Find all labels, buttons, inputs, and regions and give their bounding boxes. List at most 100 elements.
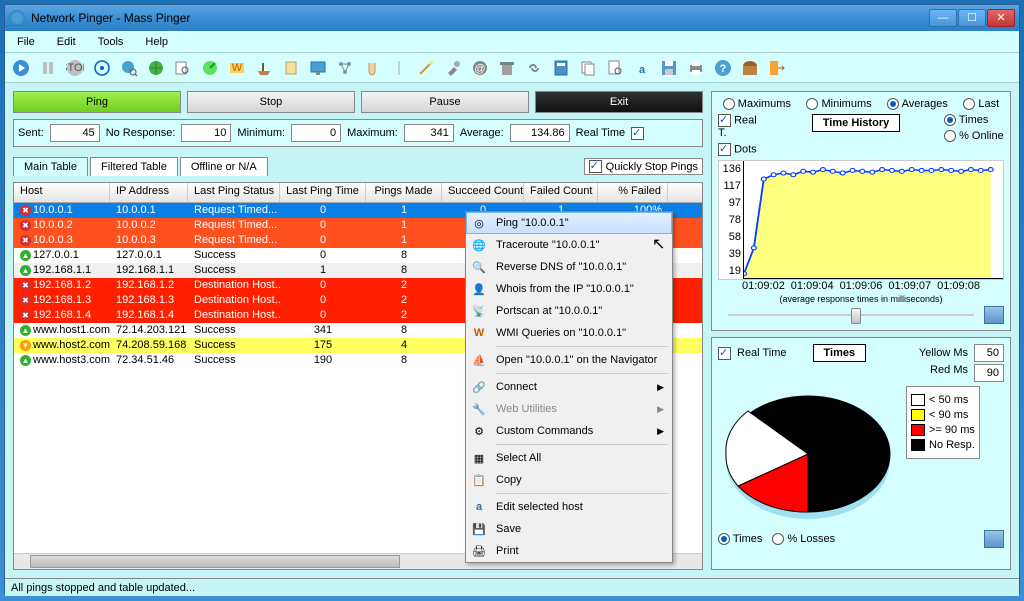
- ctx-print[interactable]: 🖨Print: [466, 540, 672, 562]
- exit-button[interactable]: Exit: [535, 91, 703, 113]
- network-icon[interactable]: [333, 56, 357, 80]
- hscroll-thumb[interactable]: [30, 555, 400, 568]
- ctx-edit[interactable]: aEdit selected host: [466, 496, 672, 518]
- col-made[interactable]: Pings Made: [366, 183, 442, 202]
- radio-online[interactable]: [944, 130, 956, 142]
- col-ip[interactable]: IP Address: [110, 183, 188, 202]
- hand-icon[interactable]: [360, 56, 384, 80]
- tab-filtered[interactable]: Filtered Table: [90, 157, 178, 176]
- time-slider[interactable]: [718, 306, 984, 324]
- at-icon[interactable]: @: [468, 56, 492, 80]
- tab-offline[interactable]: Offline or N/A: [180, 157, 268, 176]
- col-pfail[interactable]: % Failed: [598, 183, 668, 202]
- save-icon[interactable]: [657, 56, 681, 80]
- radio-avg[interactable]: [887, 98, 899, 110]
- avg-value: 134.86: [510, 124, 570, 142]
- ctx-copy[interactable]: 📋Copy: [466, 469, 672, 491]
- ctx-rdns[interactable]: 🔍Reverse DNS of "10.0.0.1": [466, 256, 672, 278]
- pie-legend: < 50 ms< 90 ms>= 90 msNo Resp.: [906, 386, 980, 459]
- ctx-selectall[interactable]: ▦Select All: [466, 447, 672, 469]
- ctx-trace[interactable]: 🌐Traceroute "10.0.0.1": [466, 234, 672, 256]
- col-succ[interactable]: Succeed Count: [442, 183, 524, 202]
- line-chart: 1361179778583919: [718, 160, 1004, 280]
- col-fail[interactable]: Failed Count: [524, 183, 598, 202]
- redms-value[interactable]: 90: [974, 364, 1004, 382]
- find-icon[interactable]: [171, 56, 195, 80]
- wmi-icon[interactable]: W: [225, 56, 249, 80]
- realtime-checkbox[interactable]: [631, 127, 644, 140]
- svg-text:W: W: [232, 62, 243, 74]
- globe-icon[interactable]: [144, 56, 168, 80]
- radio-times[interactable]: [944, 114, 956, 126]
- realt-checkbox[interactable]: [718, 114, 731, 127]
- menu-edit[interactable]: Edit: [53, 34, 80, 50]
- pause-button[interactable]: Pause: [361, 91, 529, 113]
- globe-search-icon[interactable]: [117, 56, 141, 80]
- tab-main[interactable]: Main Table: [13, 157, 88, 176]
- ctx-custom[interactable]: ⚙Custom Commands▶: [466, 420, 672, 442]
- col-status[interactable]: Last Ping Status: [188, 183, 280, 202]
- monitor-icon[interactable]: [306, 56, 330, 80]
- yellowms-value[interactable]: 50: [974, 344, 1004, 362]
- stop-button[interactable]: Stop: [187, 91, 355, 113]
- max-value: 341: [404, 124, 454, 142]
- ctx-connect[interactable]: 🔗Connect▶: [466, 376, 672, 398]
- ship-icon[interactable]: [252, 56, 276, 80]
- menu-file[interactable]: File: [13, 34, 39, 50]
- radio-pie-times[interactable]: [718, 533, 730, 545]
- col-time[interactable]: Last Ping Time: [280, 183, 366, 202]
- stop-icon[interactable]: STOP: [63, 56, 87, 80]
- ctx-save[interactable]: 💾Save: [466, 518, 672, 540]
- quickstop-checkbox[interactable]: [589, 160, 602, 173]
- menu-tools[interactable]: Tools: [94, 34, 128, 50]
- radar-icon[interactable]: [198, 56, 222, 80]
- menu-help[interactable]: Help: [141, 34, 172, 50]
- print-icon[interactable]: [684, 56, 708, 80]
- chart-caption: (average response times in milliseconds): [718, 294, 1004, 304]
- ctx-wmi[interactable]: WWMI Queries on "10.0.0.1": [466, 322, 672, 344]
- print-icon: 🖨: [470, 542, 488, 560]
- calc-icon[interactable]: [549, 56, 573, 80]
- radio-pie-losses[interactable]: [772, 533, 784, 545]
- titlebar[interactable]: Network Pinger - Mass Pinger — ☐ ✕: [5, 5, 1019, 31]
- radio-min[interactable]: [806, 98, 818, 110]
- chest-icon[interactable]: [738, 56, 762, 80]
- avg-label: Average:: [460, 127, 504, 139]
- save-chart-icon[interactable]: [984, 306, 1004, 324]
- pause-icon[interactable]: [36, 56, 60, 80]
- scroll-icon[interactable]: [279, 56, 303, 80]
- dots-checkbox[interactable]: [718, 143, 731, 156]
- svg-text:STOP: STOP: [66, 62, 84, 74]
- radio-last[interactable]: [963, 98, 975, 110]
- wmi-icon: W: [470, 324, 488, 342]
- search-doc-icon[interactable]: [603, 56, 627, 80]
- search-icon: 🔍: [470, 258, 488, 276]
- ctx-ping[interactable]: ◎Ping "10.0.0.1": [466, 212, 672, 234]
- radio-max[interactable]: [723, 98, 735, 110]
- link-icon[interactable]: [522, 56, 546, 80]
- quickstop-box[interactable]: Quickly Stop Pings: [584, 158, 703, 175]
- tool-icon: 🔧: [470, 400, 488, 418]
- toolbar: STOP W @ a ?: [5, 53, 1019, 83]
- copy-icon[interactable]: [576, 56, 600, 80]
- minimize-button[interactable]: —: [929, 9, 957, 27]
- col-host[interactable]: Host: [14, 183, 110, 202]
- wand-icon[interactable]: [414, 56, 438, 80]
- pie-rt-checkbox[interactable]: [718, 347, 731, 360]
- save-pie-icon[interactable]: [984, 530, 1004, 548]
- close-button[interactable]: ✕: [987, 9, 1015, 27]
- maximize-button[interactable]: ☐: [958, 9, 986, 27]
- font-icon[interactable]: a: [630, 56, 654, 80]
- target-icon[interactable]: [90, 56, 114, 80]
- help-icon[interactable]: ?: [711, 56, 735, 80]
- ctx-portscan[interactable]: 📡Portscan at "10.0.0.1": [466, 300, 672, 322]
- slider-thumb[interactable]: [851, 308, 861, 324]
- tool-icon[interactable]: [441, 56, 465, 80]
- ping-button[interactable]: Ping: [13, 91, 181, 113]
- play-icon[interactable]: [9, 56, 33, 80]
- building-icon[interactable]: [495, 56, 519, 80]
- ctx-whois[interactable]: 👤Whois from the IP "10.0.0.1": [466, 278, 672, 300]
- legend-item: No Resp.: [911, 439, 975, 451]
- exit-icon[interactable]: [765, 56, 789, 80]
- ctx-open[interactable]: ⛵Open "10.0.0.1" on the Navigator: [466, 349, 672, 371]
